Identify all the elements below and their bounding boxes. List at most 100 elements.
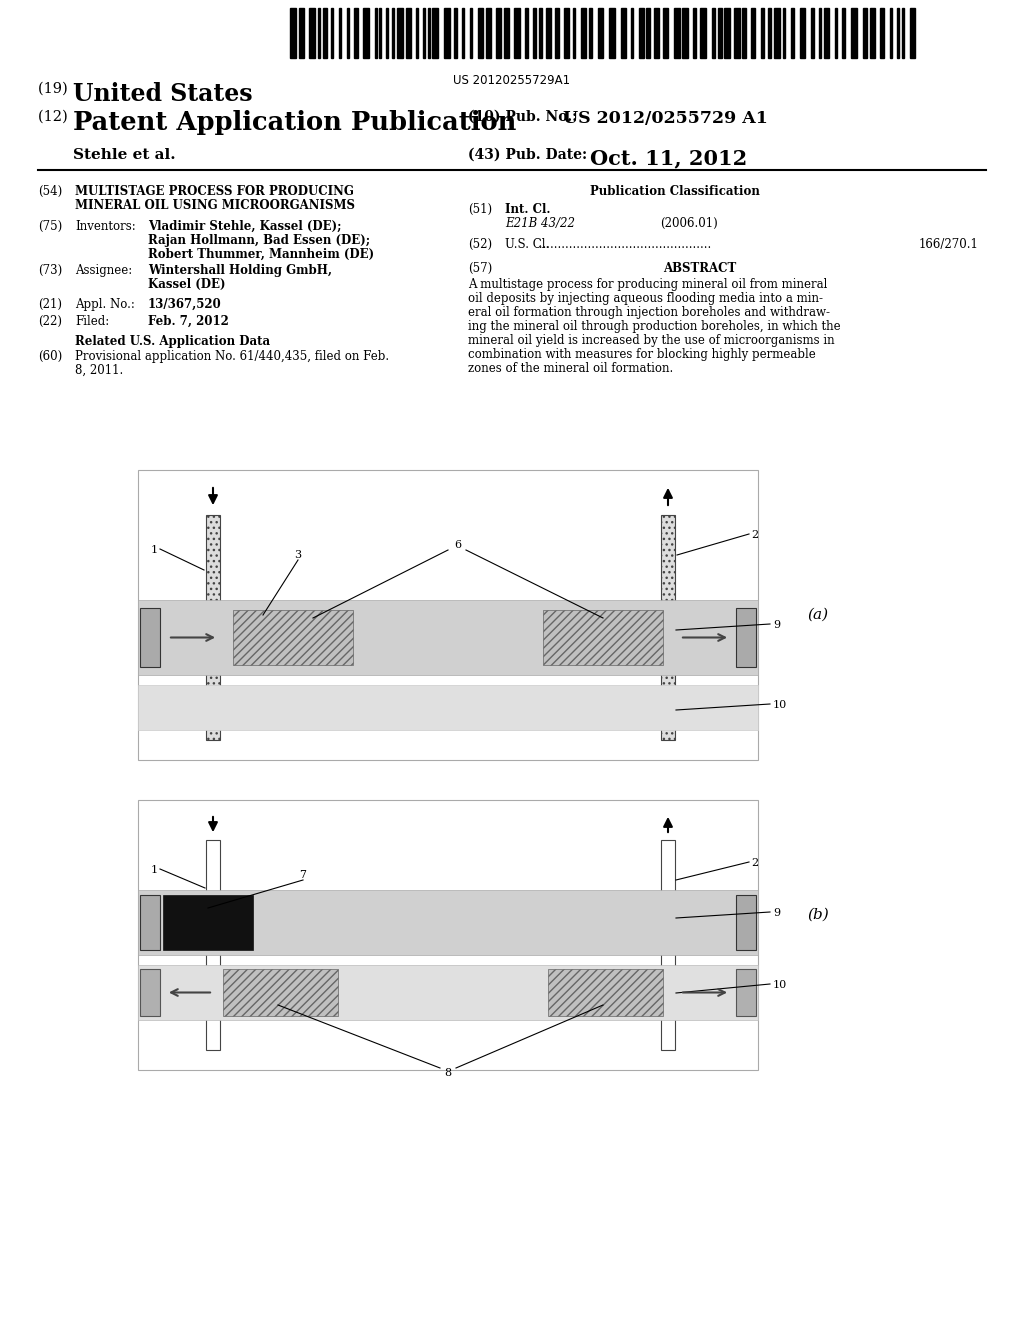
Bar	[736, 969, 756, 1016]
Bar	[206, 515, 220, 741]
Bar	[639, 8, 644, 58]
Text: (b): (b)	[807, 908, 828, 921]
Bar	[347, 8, 349, 58]
Text: (21): (21)	[38, 298, 62, 312]
Bar	[223, 969, 338, 1016]
Bar	[138, 470, 758, 760]
Bar	[768, 8, 771, 58]
Text: (57): (57)	[468, 261, 493, 275]
Bar	[700, 8, 706, 58]
Bar	[206, 840, 220, 1049]
Text: (52): (52)	[468, 238, 493, 251]
Bar	[543, 610, 663, 665]
Bar	[800, 8, 805, 58]
Text: United States: United States	[73, 82, 253, 106]
Text: Wintershall Holding GmbH,: Wintershall Holding GmbH,	[148, 264, 332, 277]
Bar	[444, 8, 450, 58]
Bar	[539, 8, 542, 58]
Bar	[693, 8, 696, 58]
Text: (12): (12)	[38, 110, 73, 124]
Bar	[534, 8, 536, 58]
Text: MINERAL OIL USING MICROORGANISMS: MINERAL OIL USING MICROORGANISMS	[75, 199, 355, 213]
Bar	[736, 609, 756, 667]
Text: Filed:: Filed:	[75, 315, 110, 327]
Bar	[416, 8, 418, 58]
Text: Oct. 11, 2012: Oct. 11, 2012	[590, 148, 748, 168]
Text: US 2012/0255729 A1: US 2012/0255729 A1	[563, 110, 768, 127]
Text: (60): (60)	[38, 350, 62, 363]
Bar	[589, 8, 592, 58]
Bar	[890, 8, 892, 58]
Bar	[835, 8, 837, 58]
Bar	[362, 8, 369, 58]
Text: Rajan Hollmann, Bad Essen (DE);: Rajan Hollmann, Bad Essen (DE);	[148, 234, 370, 247]
Text: 7: 7	[299, 870, 306, 880]
Bar	[751, 8, 755, 58]
Text: 13/367,520: 13/367,520	[148, 298, 222, 312]
Text: Publication Classification: Publication Classification	[590, 185, 760, 198]
Text: 1: 1	[151, 865, 158, 875]
Bar	[791, 8, 794, 58]
Bar	[646, 8, 650, 58]
Text: eral oil formation through injection boreholes and withdraw-: eral oil formation through injection bor…	[468, 306, 830, 319]
Bar	[140, 969, 160, 1016]
Text: U.S. Cl.: U.S. Cl.	[505, 238, 549, 251]
Bar	[662, 840, 675, 1049]
Text: (54): (54)	[38, 185, 62, 198]
Bar	[397, 8, 403, 58]
Bar	[724, 8, 730, 58]
Bar	[736, 895, 756, 950]
Text: US 20120255729A1: US 20120255729A1	[454, 74, 570, 87]
Text: Int. Cl.: Int. Cl.	[505, 203, 551, 216]
Bar	[662, 515, 675, 741]
Bar	[897, 8, 899, 58]
Bar	[718, 8, 722, 58]
Bar	[902, 8, 904, 58]
Bar	[428, 8, 430, 58]
Text: 10: 10	[773, 979, 787, 990]
Bar	[339, 8, 341, 58]
Text: 6: 6	[455, 540, 462, 550]
Bar	[573, 8, 575, 58]
Text: (43) Pub. Date:: (43) Pub. Date:	[468, 148, 587, 162]
Bar	[423, 8, 425, 58]
Bar	[734, 8, 740, 58]
Text: (22): (22)	[38, 315, 62, 327]
Bar	[386, 8, 388, 58]
Bar	[379, 8, 381, 58]
Text: Provisional application No. 61/440,435, filed on Feb.: Provisional application No. 61/440,435, …	[75, 350, 389, 363]
Text: 8: 8	[444, 1068, 452, 1078]
Text: (2006.01): (2006.01)	[660, 216, 718, 230]
Text: mineral oil yield is increased by the use of microorganisms in: mineral oil yield is increased by the us…	[468, 334, 835, 347]
Bar	[851, 8, 857, 58]
Bar	[462, 8, 464, 58]
Text: (73): (73)	[38, 264, 62, 277]
Bar	[323, 8, 327, 58]
Bar	[233, 610, 353, 665]
Bar	[674, 8, 680, 58]
Text: A multistage process for producing mineral oil from mineral: A multistage process for producing miner…	[468, 279, 827, 290]
Bar	[870, 8, 874, 58]
Bar	[496, 8, 501, 58]
Bar	[609, 8, 615, 58]
Bar	[375, 8, 377, 58]
Text: (51): (51)	[468, 203, 493, 216]
Bar	[478, 8, 483, 58]
Bar	[598, 8, 603, 58]
Text: (19): (19)	[38, 82, 73, 96]
Bar	[819, 8, 821, 58]
Bar	[504, 8, 509, 58]
Bar	[470, 8, 472, 58]
Text: Kassel (DE): Kassel (DE)	[148, 279, 225, 290]
Bar	[682, 8, 688, 58]
Bar	[783, 8, 785, 58]
Bar	[842, 8, 845, 58]
Text: zones of the mineral oil formation.: zones of the mineral oil formation.	[468, 362, 673, 375]
Bar	[811, 8, 814, 58]
Text: 3: 3	[295, 550, 301, 560]
Bar	[654, 8, 659, 58]
Bar	[910, 8, 915, 58]
Text: (10) Pub. No.:: (10) Pub. No.:	[468, 110, 578, 124]
Text: 166/270.1: 166/270.1	[919, 238, 978, 251]
Bar	[514, 8, 520, 58]
